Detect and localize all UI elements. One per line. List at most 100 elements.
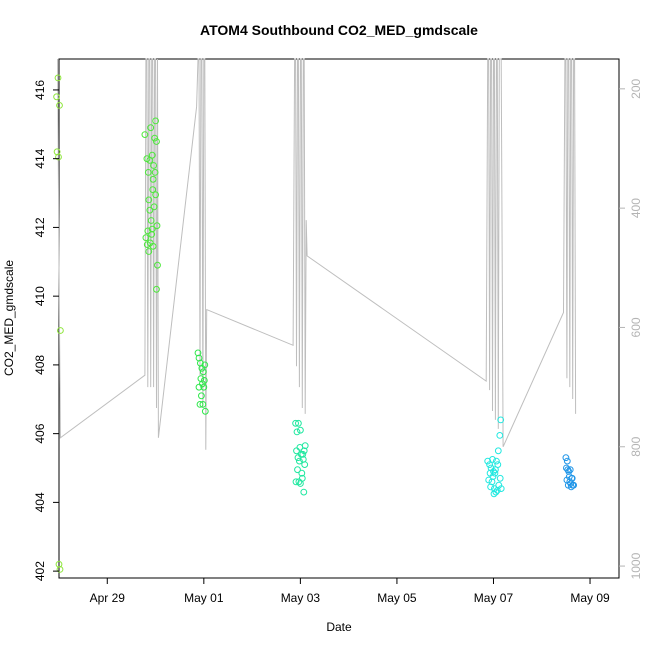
data-point (144, 169, 152, 176)
data-point (490, 468, 497, 475)
data-point (194, 349, 202, 357)
y2-tick-label: 600 (629, 317, 643, 337)
data-point (301, 461, 309, 469)
data-point (490, 490, 498, 498)
data-point (562, 454, 570, 462)
co2-points (53, 74, 577, 573)
data-point (493, 457, 500, 465)
y2-tick-label: 400 (629, 198, 643, 218)
y-axis-left: 402 404 406 408 410 412 414 416 (33, 80, 59, 581)
y-tick-label: 406 (33, 423, 47, 443)
data-point (152, 191, 160, 199)
data-point (298, 474, 306, 482)
data-point (295, 478, 303, 486)
y2-tick-label: 1000 (629, 552, 643, 579)
x-tick-label: May 09 (570, 591, 610, 605)
data-point (151, 169, 159, 176)
data-point (55, 560, 63, 568)
data-point (148, 151, 156, 159)
data-point (298, 469, 306, 477)
data-point (486, 461, 494, 469)
data-point (145, 248, 153, 255)
y-tick-label: 404 (33, 492, 47, 512)
y2-tick-label: 800 (629, 436, 643, 456)
data-point (489, 456, 496, 463)
data-point (153, 138, 160, 145)
data-point (497, 416, 505, 424)
x-tick-label: May 01 (184, 591, 224, 605)
x-axis: Apr 29 May 01 May 03 May 05 May 07 May 09 (90, 578, 610, 605)
x-tick-label: Apr 29 (90, 591, 126, 605)
data-point (494, 447, 502, 455)
data-point (201, 407, 209, 415)
y-tick-label: 412 (33, 217, 47, 237)
data-point (149, 242, 157, 250)
data-point (150, 203, 158, 211)
data-point (292, 419, 300, 427)
data-point (497, 485, 505, 493)
x-axis-label: Date (326, 620, 352, 634)
y2-tick-label: 200 (629, 78, 643, 98)
y-tick-label: 410 (33, 286, 47, 306)
data-point (144, 227, 152, 235)
data-point (491, 469, 499, 477)
data-point (300, 488, 308, 496)
data-point (54, 74, 62, 82)
x-tick-label: May 03 (281, 591, 321, 605)
data-point (566, 466, 574, 474)
data-point (300, 447, 308, 455)
y-tick-label: 402 (33, 561, 47, 581)
data-point (57, 327, 64, 334)
data-point (149, 186, 157, 194)
data-point (148, 225, 156, 233)
data-point (145, 196, 153, 204)
data-point (296, 444, 304, 451)
data-point (56, 102, 63, 109)
x-tick-label: May 05 (377, 591, 417, 605)
data-point (53, 93, 60, 101)
data-point (149, 175, 157, 183)
data-point (199, 380, 206, 388)
chart-title: ATOM4 Southbound CO2_MED_gmdscale (200, 22, 478, 38)
data-point (486, 469, 494, 477)
data-point (154, 261, 161, 269)
data-point (293, 447, 300, 455)
data-point (196, 401, 204, 408)
data-point (147, 124, 155, 132)
data-point (294, 466, 301, 474)
data-point (153, 285, 160, 293)
data-point (297, 426, 304, 434)
data-point (201, 361, 209, 369)
data-point (293, 428, 301, 436)
data-point (142, 234, 150, 242)
data-point (141, 131, 149, 139)
y-axis-right: 200 400 600 800 1000 (619, 78, 643, 579)
data-point (198, 392, 205, 400)
data-point (151, 134, 159, 142)
data-point (150, 162, 158, 169)
data-point (147, 217, 155, 224)
data-point (492, 488, 500, 496)
co2-line (57, 58, 577, 450)
data-point (564, 466, 572, 474)
data-point (56, 566, 64, 573)
data-point (200, 377, 208, 384)
co2-line-series (57, 58, 577, 450)
data-point (199, 368, 207, 376)
data-point (496, 432, 504, 439)
data-point (496, 474, 504, 482)
data-point (563, 457, 571, 465)
data-point (148, 230, 156, 238)
data-point (292, 478, 300, 486)
data-point (153, 222, 161, 230)
data-point (563, 464, 570, 472)
y-tick-label: 408 (33, 355, 47, 375)
y-tick-label: 414 (33, 148, 47, 168)
data-point (485, 476, 493, 484)
data-point (195, 383, 203, 391)
data-point (296, 457, 303, 465)
y-tick-label: 416 (33, 80, 47, 100)
data-point (55, 153, 62, 161)
x-tick-label: May 07 (474, 591, 514, 605)
